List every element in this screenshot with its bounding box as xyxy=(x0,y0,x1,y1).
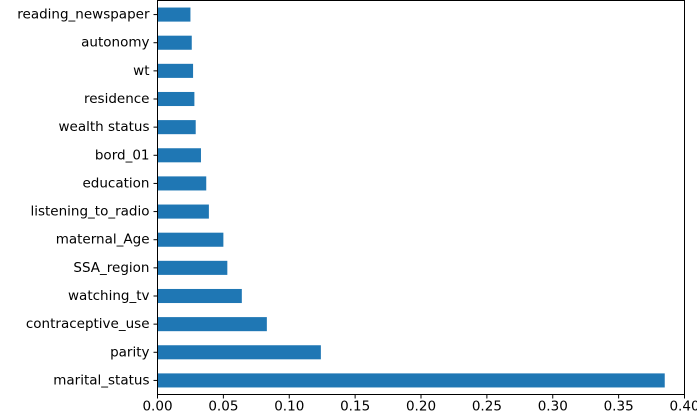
bar-wealth-status xyxy=(157,120,196,135)
y-tick-label: contraceptive_use xyxy=(26,316,150,332)
bar-marital-status xyxy=(157,373,665,388)
x-tick-label: 0.15 xyxy=(340,399,370,415)
bar-contraceptive-use xyxy=(157,317,267,332)
bar-bord-01 xyxy=(157,148,201,163)
bars-group xyxy=(157,7,665,388)
x-tick-label: 0.40 xyxy=(669,399,697,415)
y-tick-label: wt xyxy=(133,63,149,79)
y-tick-label: education xyxy=(83,175,150,191)
bar-residence xyxy=(157,91,195,107)
bar-listening-to-radio xyxy=(157,204,209,219)
bar-reading-newspaper xyxy=(157,7,191,22)
y-tick-label: residence xyxy=(84,91,150,107)
x-tick-label: 0.10 xyxy=(274,399,304,415)
y-tick-label: listening_to_radio xyxy=(30,204,149,220)
y-axis-ticks: marital_status parity contraceptive_use wat… xyxy=(17,7,158,388)
y-tick-label: parity xyxy=(110,344,149,360)
y-tick-label: maternal_Age xyxy=(56,232,150,248)
bar-watching-tv xyxy=(157,288,242,304)
y-tick-label: watching_tv xyxy=(68,288,150,304)
x-tick-label: 0.35 xyxy=(604,399,634,415)
y-tick-label: autonomy xyxy=(81,35,149,51)
bar-ssa-region xyxy=(157,260,228,275)
y-tick-label: bord_01 xyxy=(95,147,150,163)
bar-wt xyxy=(157,63,194,78)
bar-education xyxy=(157,176,207,191)
bar-maternal-age xyxy=(157,232,224,247)
bar-autonomy xyxy=(157,35,192,50)
y-tick-label: SSA_region xyxy=(73,260,149,276)
y-tick-label: wealth status xyxy=(59,119,150,135)
x-tick-label: 0.20 xyxy=(406,399,436,415)
x-tick-label: 0.00 xyxy=(142,399,172,415)
x-tick-label: 0.05 xyxy=(208,399,238,415)
plot-frame xyxy=(157,0,685,395)
bar-parity xyxy=(157,345,321,360)
x-tick-label: 0.25 xyxy=(472,399,502,415)
y-tick-label: reading_newspaper xyxy=(17,7,150,23)
x-axis-ticks: 0.00 0.05 0.10 0.15 0.20 0.25 0.30 0.35 0.40 xyxy=(142,394,697,415)
x-tick-label: 0.30 xyxy=(538,399,568,415)
y-tick-label: marital_status xyxy=(53,372,149,388)
